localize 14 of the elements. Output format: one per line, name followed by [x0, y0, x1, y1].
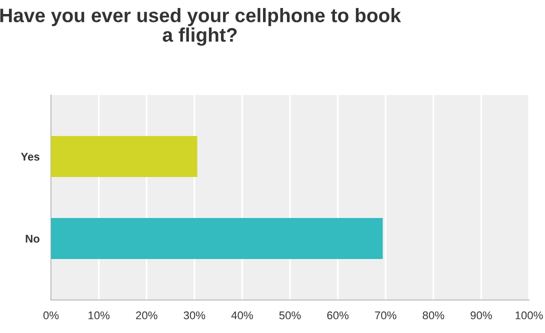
x-tick-label: 100% [516, 311, 543, 320]
x-tick-label: 10% [88, 311, 110, 320]
y-tick-label: No [26, 234, 40, 243]
x-tick-label: 70% [375, 311, 396, 320]
x-tick-label: 30% [184, 311, 206, 320]
chart-title: Have you ever used your cellphone to book a flight? [0, 8, 402, 46]
x-tick-label: 50% [279, 311, 301, 320]
x-tick-label: 80% [422, 311, 444, 320]
x-tick-label: 90% [470, 311, 492, 320]
x-tick-label: 40% [231, 311, 253, 320]
y-tick-label: Yes [20, 152, 40, 161]
x-tick-label: 0% [43, 311, 59, 320]
x-tick-label: 20% [136, 311, 158, 320]
x-tick-label: 60% [327, 311, 349, 320]
